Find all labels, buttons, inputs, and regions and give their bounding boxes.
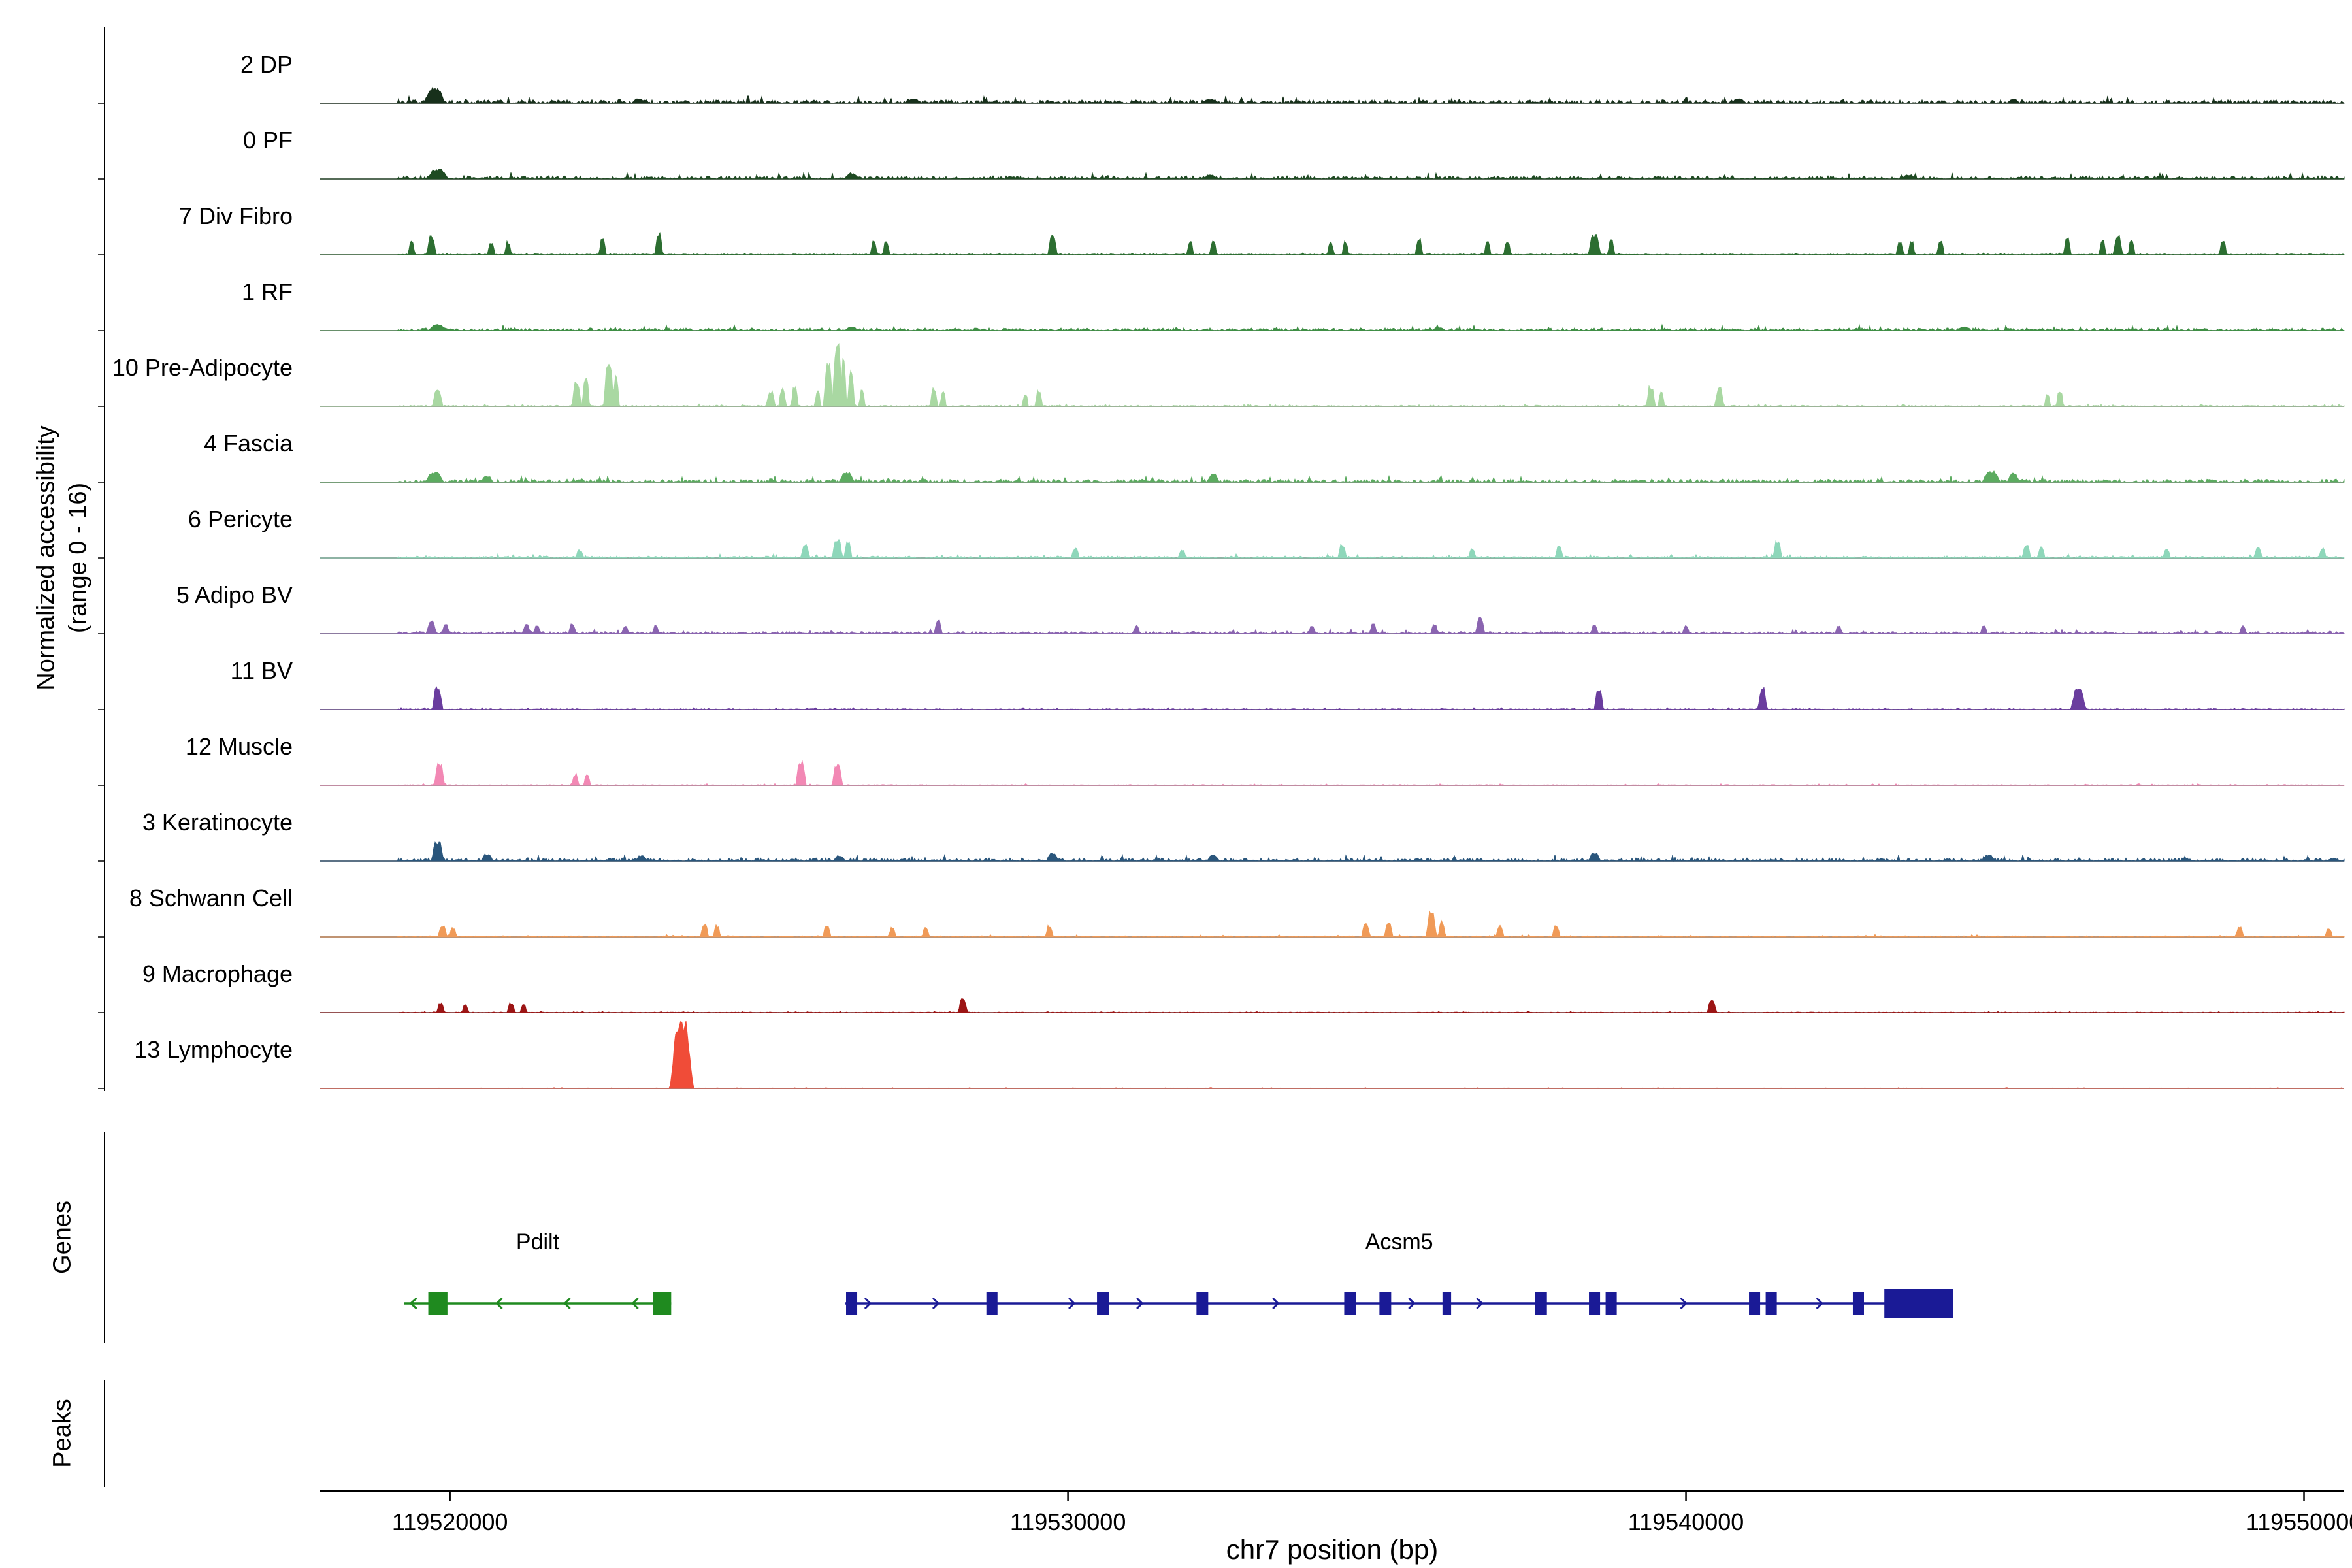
strand-arrow-icon <box>495 1297 503 1310</box>
track-label-10-pre-adipocyte: 10 Pre-Adipocyte <box>112 354 293 381</box>
track-label-4-fascia: 4 Fascia <box>204 430 293 457</box>
signal-0-pf <box>320 169 2345 180</box>
strand-arrow-icon <box>631 1297 639 1310</box>
strand-arrow-icon <box>932 1297 940 1310</box>
strand-arrow-icon <box>1680 1297 1688 1310</box>
signal-10-pre-adipocyte <box>320 342 2345 407</box>
x-axis-title: chr7 position (bp) <box>1226 1534 1439 1565</box>
strand-arrow-icon <box>864 1297 872 1310</box>
x-axis-tick-label: 119530000 <box>1010 1509 1126 1535</box>
strand-arrow-icon <box>1816 1297 1823 1310</box>
track-label-0-pf: 0 PF <box>243 127 293 154</box>
gene-exon-acsm5 <box>1852 1292 1864 1315</box>
gene-exon-acsm5 <box>1765 1292 1777 1315</box>
gene-exon-acsm5 <box>1749 1292 1761 1315</box>
signal-12-muscle <box>320 760 2345 786</box>
gene-exon-acsm5 <box>1097 1292 1109 1315</box>
signal-1-rf <box>320 323 2345 332</box>
signal-6-pericyte <box>320 538 2345 559</box>
track-label-13-lymphocyte: 13 Lymphocyte <box>134 1036 293 1063</box>
track-label-5-adipo-bv: 5 Adipo BV <box>176 581 293 608</box>
track-label-9-macrophage: 9 Macrophage <box>142 960 293 987</box>
strand-arrow-icon <box>409 1297 417 1310</box>
signal-9-macrophage <box>320 998 2345 1013</box>
track-label-8-schwann-cell: 8 Schwann Cell <box>129 885 293 911</box>
strand-arrow-icon <box>1136 1297 1144 1310</box>
gene-exon-acsm5 <box>986 1292 998 1315</box>
signal-7-div-fibro <box>320 231 2345 255</box>
track-label-11-bv: 11 BV <box>231 657 293 684</box>
strand-arrow-icon <box>1408 1297 1416 1310</box>
track-label-7-div-fibro: 7 Div Fibro <box>179 203 293 229</box>
track-label-2-dp: 2 DP <box>240 51 293 78</box>
signal-11-bv <box>320 686 2345 710</box>
strand-arrow-icon <box>563 1297 571 1310</box>
x-axis-tick-label: 119550000 <box>2246 1509 2352 1535</box>
track-label-3-keratinocyte: 3 Keratinocyte <box>142 809 293 836</box>
x-axis-tick-label: 119540000 <box>1628 1509 1744 1535</box>
strand-arrow-icon <box>1068 1297 1076 1310</box>
signal-13-lymphocyte <box>320 1020 2345 1089</box>
signal-5-adipo-bv <box>320 617 2345 635</box>
gene-exon-pdilt <box>653 1292 672 1315</box>
gene-name-pdilt: Pdilt <box>516 1230 560 1254</box>
track-label-1-rf: 1 RF <box>242 278 293 305</box>
signal-8-schwann-cell <box>320 909 2345 938</box>
gene-exon-acsm5 <box>1196 1292 1209 1315</box>
gene-exon-acsm5 <box>1379 1292 1392 1315</box>
gene-exon-acsm5 <box>1884 1289 1953 1318</box>
gene-exon-acsm5 <box>1589 1292 1601 1315</box>
track-label-6-pericyte: 6 Pericyte <box>188 506 293 532</box>
strand-arrow-icon <box>1272 1297 1280 1310</box>
gene-exon-acsm5 <box>1535 1292 1547 1315</box>
signal-3-keratinocyte <box>320 841 2345 862</box>
signal-4-fascia <box>320 470 2345 483</box>
gene-name-acsm5: Acsm5 <box>1365 1230 1433 1254</box>
gene-exon-acsm5 <box>1605 1292 1617 1315</box>
gene-exon-acsm5 <box>1344 1292 1356 1315</box>
x-axis-tick-label: 119520000 <box>392 1509 508 1535</box>
track-label-12-muscle: 12 Muscle <box>186 733 293 760</box>
gene-exon-acsm5 <box>1442 1292 1452 1315</box>
signal-2-dp <box>320 86 2345 105</box>
strand-arrow-icon <box>1476 1297 1484 1310</box>
gene-exon-acsm5 <box>846 1292 858 1315</box>
gene-exon-pdilt <box>428 1292 448 1315</box>
